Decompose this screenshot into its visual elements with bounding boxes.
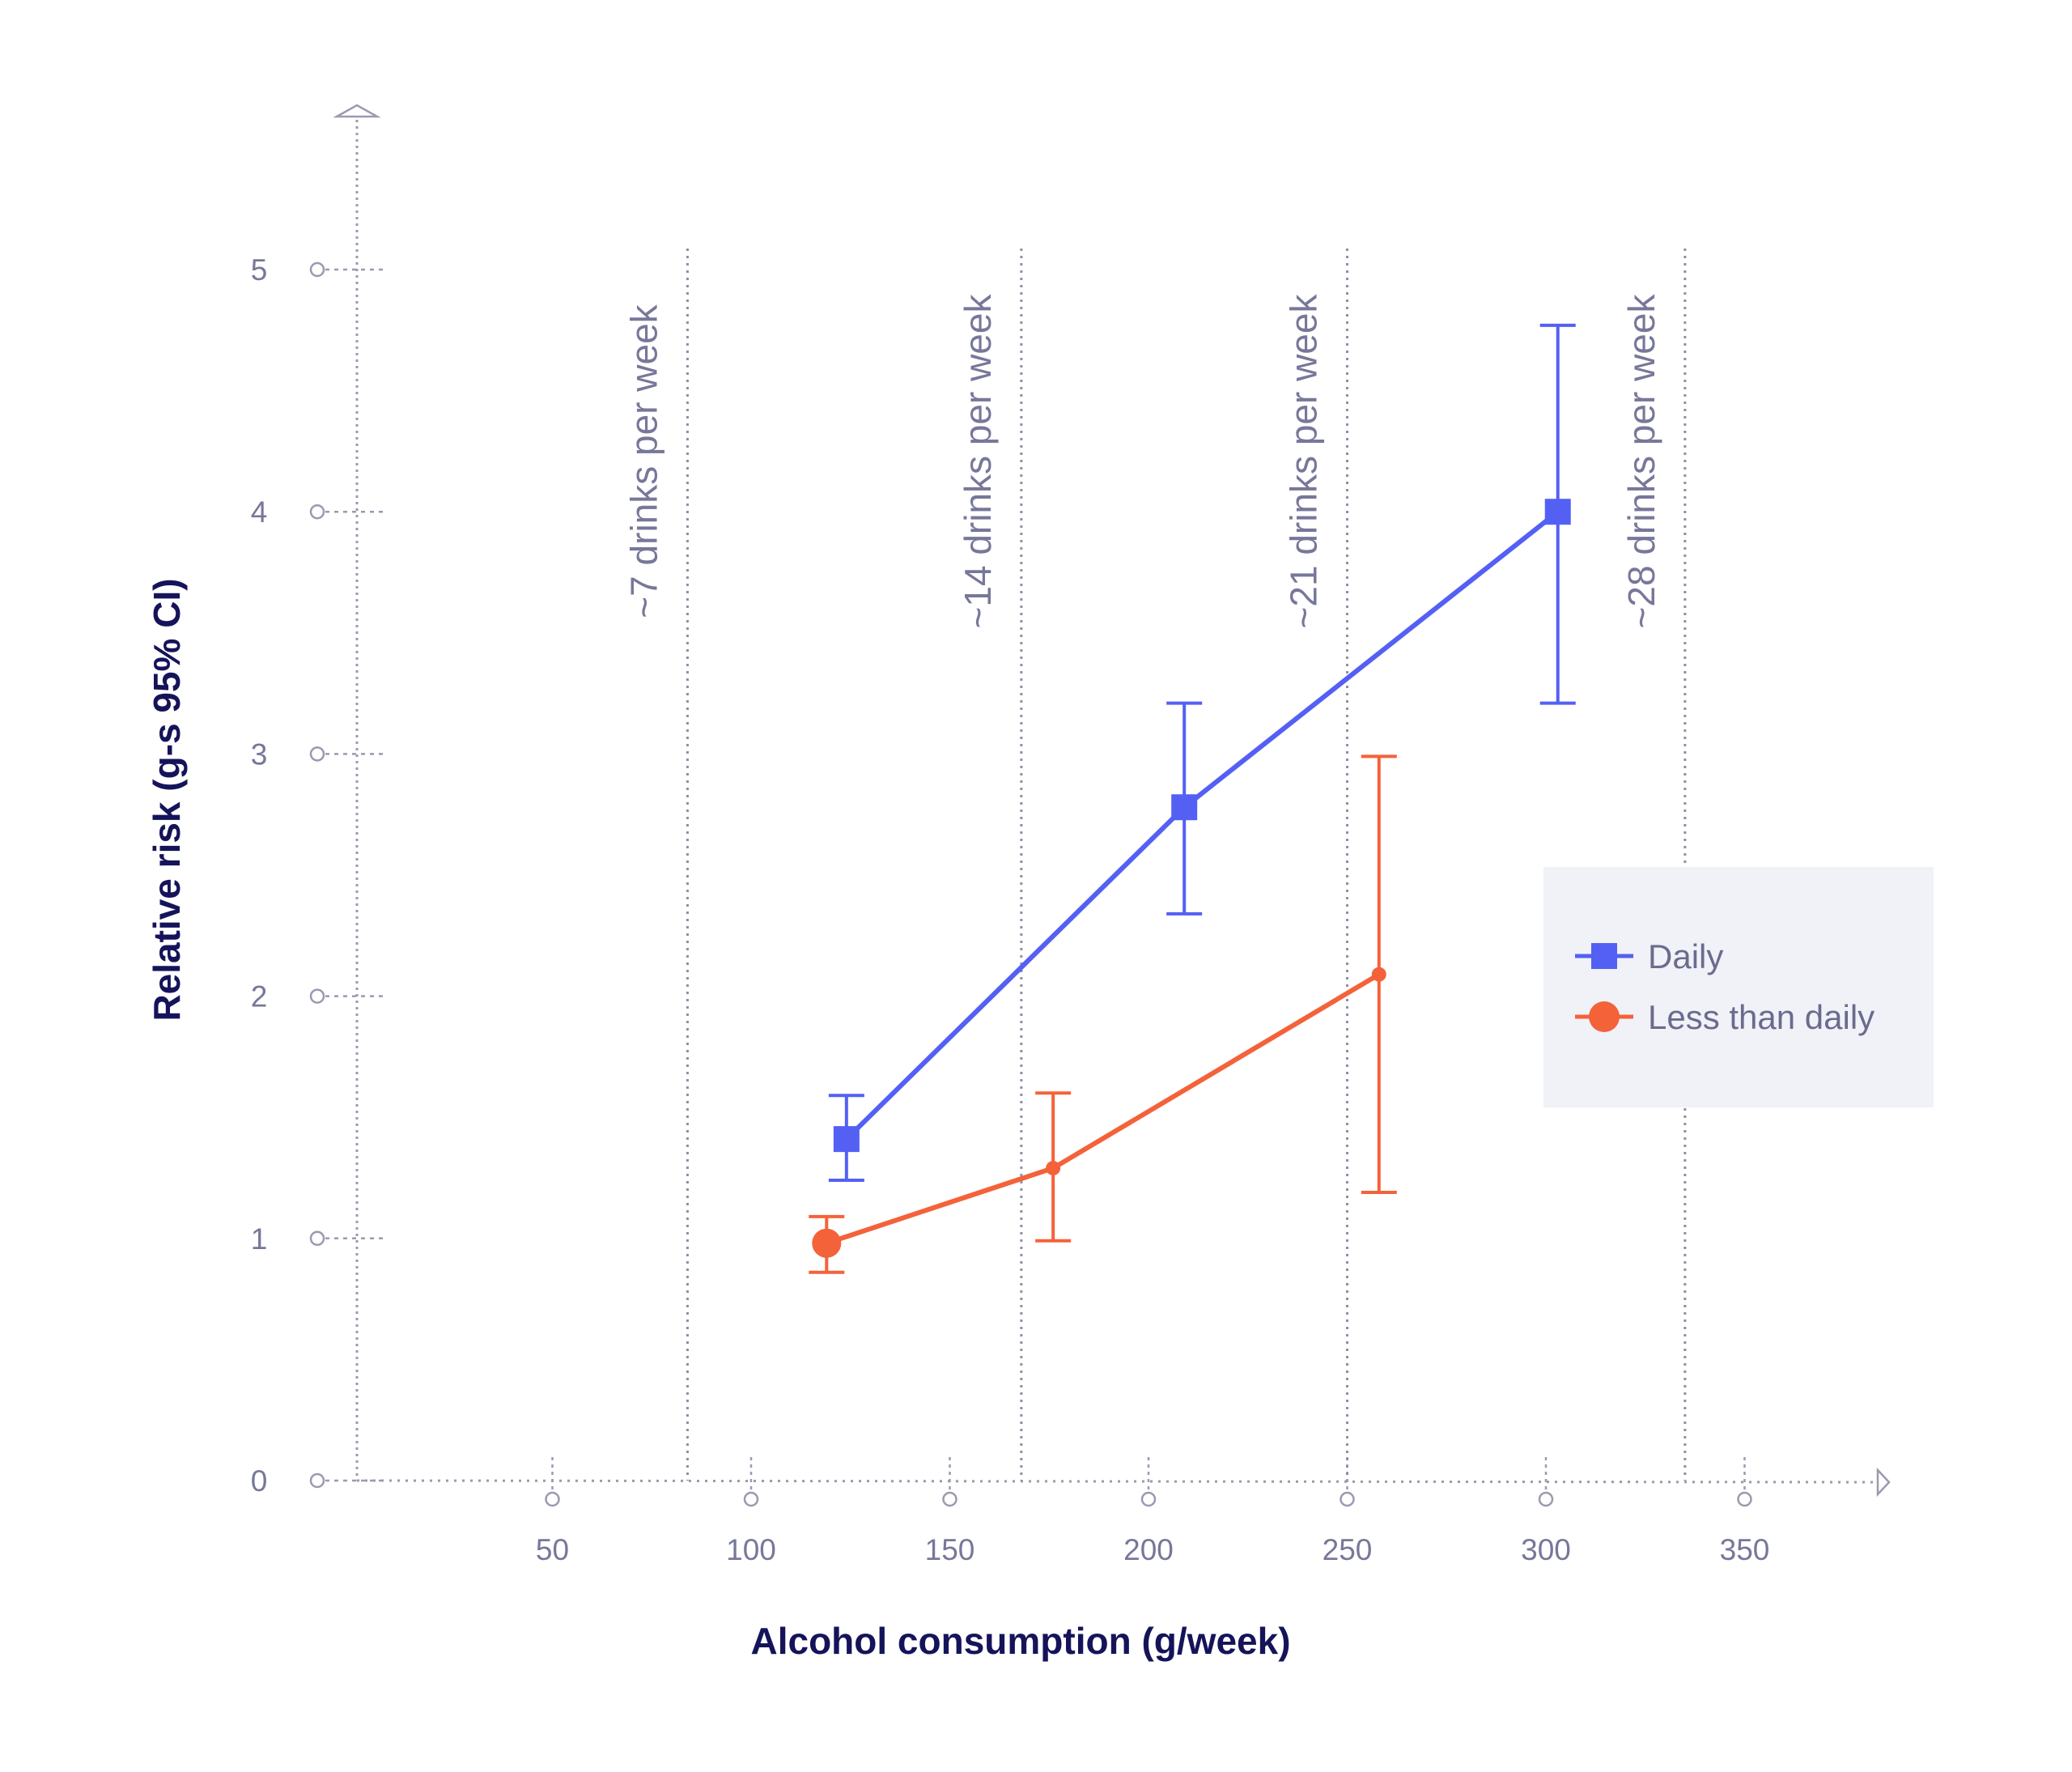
series-less-than-daily <box>809 754 1397 1274</box>
reference-lines: ~7 drinks per week ~14 drinks per week ~21… <box>622 249 1687 1481</box>
x-tick-marker <box>1140 1491 1157 1507</box>
y-tick-marker <box>309 504 325 520</box>
legend-label: Daily <box>1648 937 1723 975</box>
x-tick-marker <box>545 1491 560 1507</box>
x-tick-marker <box>1538 1491 1554 1507</box>
axes: 0 1 2 3 4 5 50 100 150 200 250 300 350 <box>251 104 1891 1566</box>
x-tick-marker <box>1340 1491 1355 1507</box>
x-tick-label: 250 <box>1323 1533 1373 1566</box>
reference-line-label: ~28 drinks per week <box>1620 294 1662 629</box>
y-tick-label: 0 <box>251 1464 268 1498</box>
x-tick-label: 50 <box>536 1533 569 1566</box>
y-tick-label: 5 <box>251 253 268 287</box>
y-tick-marker <box>309 1472 325 1489</box>
legend: Daily Less than daily <box>1543 867 1934 1107</box>
y-tick-marker <box>309 746 325 762</box>
x-axis-line <box>356 1479 1877 1484</box>
x-tick-label: 150 <box>925 1533 975 1566</box>
legend-label: Less than daily <box>1648 998 1875 1036</box>
x-tick-marker <box>1737 1491 1752 1507</box>
legend-circle-icon <box>1589 1001 1620 1032</box>
x-tick-marker <box>942 1491 957 1507</box>
data-point-circle <box>812 1228 842 1258</box>
x-axis-arrow-icon <box>1876 1467 1891 1498</box>
y-axis-title: Relative risk (g-s 95% CI) <box>146 578 188 1021</box>
reference-line-label: ~14 drinks per week <box>957 294 999 629</box>
data-point-circle <box>1046 1161 1061 1176</box>
data-point-circle <box>1371 967 1386 982</box>
y-tick-marker <box>309 261 325 278</box>
y-axis-arrow-icon <box>333 104 381 118</box>
x-tick-label: 100 <box>726 1533 776 1566</box>
data-point-square <box>1544 499 1571 525</box>
series-line <box>826 972 1381 1246</box>
series-line <box>844 509 1560 1141</box>
y-tick-label: 4 <box>251 495 268 529</box>
legend-square-icon <box>1591 943 1617 969</box>
y-tick-marker <box>309 1230 325 1247</box>
reference-line-label: ~7 drinks per week <box>622 304 664 618</box>
legend-background <box>1543 867 1934 1107</box>
y-tick-marker <box>309 988 325 1004</box>
series-daily <box>828 323 1576 1182</box>
y-tick-label: 2 <box>251 980 268 1013</box>
reference-line-label: ~21 drinks per week <box>1283 294 1325 629</box>
x-tick-marker <box>743 1491 759 1507</box>
x-axis-title: Alcohol consumption (g/week) <box>750 1620 1290 1662</box>
data-point-square <box>833 1126 860 1153</box>
data-point-square <box>1171 794 1198 821</box>
y-tick-label: 1 <box>251 1222 268 1256</box>
x-tick-label: 350 <box>1720 1533 1770 1566</box>
series-group <box>809 323 1576 1274</box>
x-tick-label: 200 <box>1123 1533 1174 1566</box>
y-tick-label: 3 <box>251 737 268 771</box>
x-tick-label: 300 <box>1521 1533 1571 1566</box>
